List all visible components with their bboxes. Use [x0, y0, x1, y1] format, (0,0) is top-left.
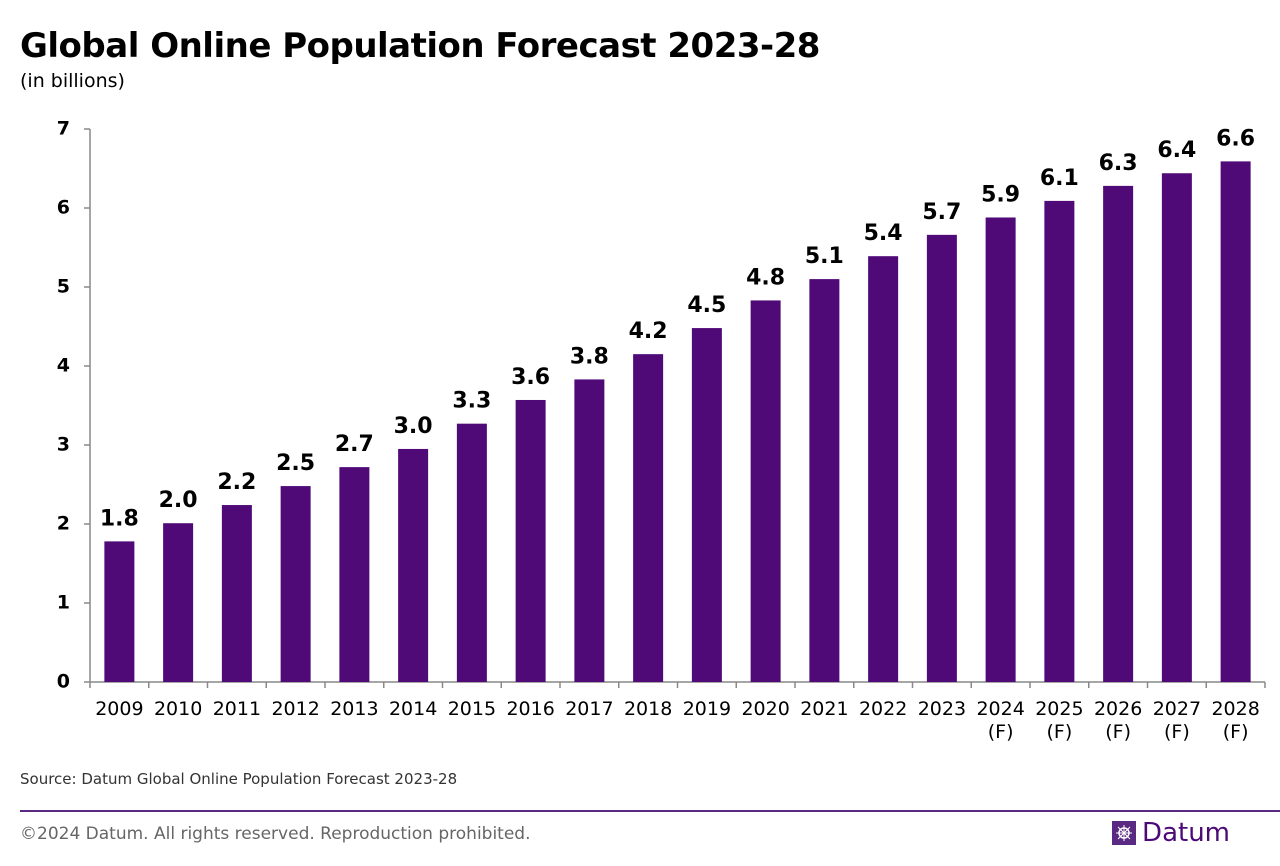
- x-tick-label: 2015: [447, 698, 497, 720]
- x-tick-label: 2020: [741, 698, 790, 720]
- brand-name: Datum: [1142, 818, 1230, 848]
- data-label: 6.4: [1157, 138, 1196, 163]
- bar: [809, 279, 840, 682]
- data-label: 5.7: [922, 200, 961, 225]
- bar: [163, 523, 194, 682]
- data-label: 4.2: [629, 319, 668, 344]
- x-tick-label: 2021: [800, 698, 849, 720]
- x-tick-label: 2014: [388, 698, 438, 720]
- bar: [456, 423, 487, 682]
- data-label: 3.0: [394, 414, 433, 439]
- chart-subtitle: (in billions): [20, 70, 125, 92]
- y-tick-label: 6: [57, 197, 70, 219]
- bar: [868, 256, 899, 682]
- copyright: ©2024 Datum. All rights reserved. Reprod…: [20, 824, 531, 844]
- x-tick-label: 2019: [682, 698, 732, 720]
- x-tick-label: 2017: [565, 698, 614, 720]
- x-tick-label: 2028 (F): [1211, 698, 1260, 743]
- bar: [1044, 200, 1075, 682]
- bar: [574, 379, 605, 682]
- bar: [280, 486, 311, 682]
- source-note: Source: Datum Global Online Population F…: [20, 770, 458, 788]
- x-tick-label: 2026 (F): [1093, 698, 1143, 743]
- bar: [221, 505, 252, 682]
- chart-title: Global Online Population Forecast 2023-2…: [20, 26, 820, 66]
- bar: [1103, 185, 1134, 682]
- brand-icon: [1112, 821, 1137, 845]
- x-tick-label: 2009: [95, 698, 144, 720]
- y-tick-label: 5: [57, 276, 70, 298]
- y-tick-label: 2: [57, 513, 70, 535]
- x-tick-label: 2011: [212, 698, 262, 720]
- bar: [1220, 161, 1251, 682]
- bar: [515, 399, 546, 682]
- data-label: 1.8: [100, 506, 139, 531]
- bar: [398, 448, 429, 682]
- bar: [339, 467, 370, 682]
- bar: [985, 217, 1016, 683]
- x-tick-label: 2023: [917, 698, 967, 720]
- data-label: 3.3: [452, 389, 491, 414]
- data-label: 5.1: [805, 244, 844, 269]
- bar: [104, 541, 135, 682]
- data-label: 3.6: [511, 365, 550, 390]
- x-tick-label: 2012: [271, 698, 320, 720]
- x-tick-label: 2013: [330, 698, 379, 720]
- data-label: 4.5: [687, 293, 726, 318]
- data-label: 6.6: [1216, 126, 1255, 151]
- bar: [750, 300, 781, 682]
- x-tick-label: 2018: [623, 698, 673, 720]
- footer-rule: [20, 810, 1280, 812]
- bar: [633, 354, 664, 682]
- x-tick-label: 2016: [506, 698, 555, 720]
- data-label: 6.3: [1099, 151, 1138, 176]
- data-label: 2.7: [335, 432, 374, 457]
- x-tick-label: 2027 (F): [1152, 698, 1202, 743]
- data-label: 6.1: [1040, 166, 1079, 191]
- y-tick-label: 7: [57, 118, 70, 140]
- bar: [926, 234, 957, 683]
- y-tick-label: 4: [57, 355, 70, 377]
- x-tick-label: 2025 (F): [1035, 698, 1084, 743]
- bar: [1161, 173, 1192, 683]
- data-label: 2.2: [217, 470, 256, 495]
- data-label: 5.9: [981, 182, 1020, 207]
- data-label: 2.5: [276, 451, 315, 476]
- y-tick-label: 0: [57, 671, 70, 693]
- x-tick-label: 2010: [153, 698, 203, 720]
- y-tick-label: 1: [57, 592, 70, 614]
- data-label: 2.0: [159, 488, 198, 513]
- data-label: 4.8: [746, 265, 785, 290]
- data-label: 3.8: [570, 344, 609, 369]
- brand-logo: Datum: [1112, 818, 1230, 848]
- bar: [691, 328, 722, 682]
- x-tick-label: 2022: [858, 698, 908, 720]
- y-tick-label: 3: [57, 434, 70, 456]
- x-tick-label: 2024 (F): [976, 698, 1025, 743]
- data-label: 5.4: [864, 221, 903, 246]
